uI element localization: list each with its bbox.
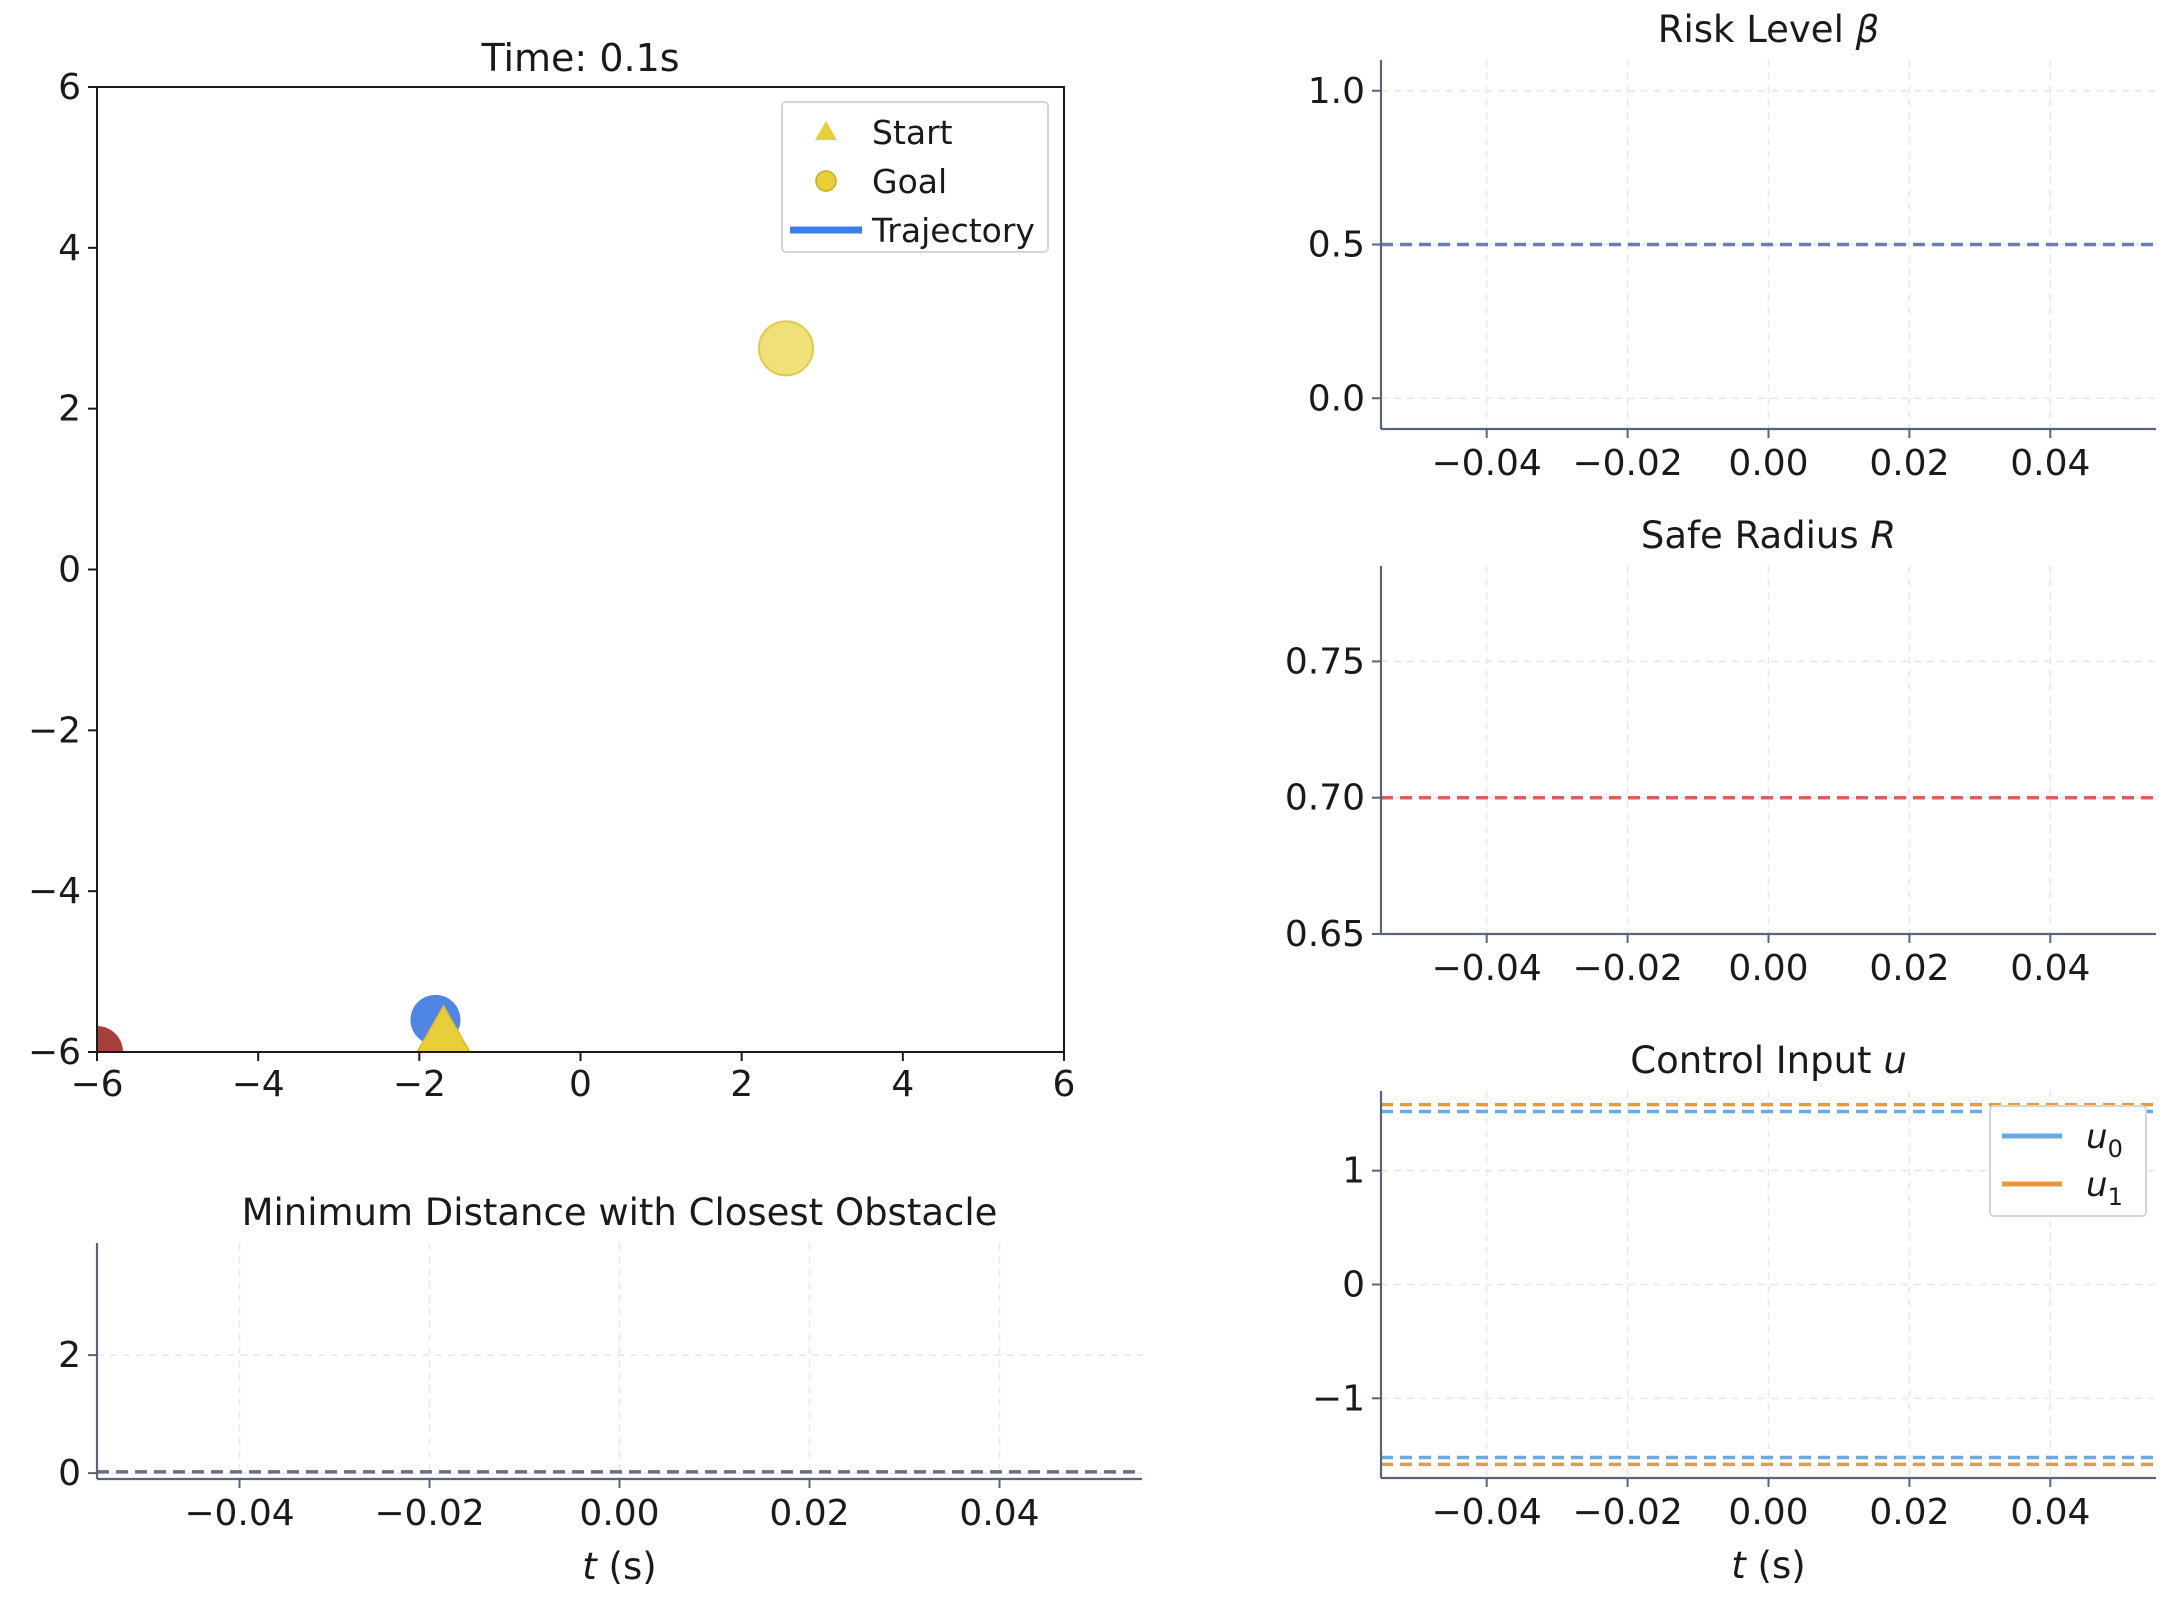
min_distance-title: Minimum Distance with Closest Obstacle (242, 1191, 998, 1234)
min_distance-xtick-label: −0.02 (374, 1493, 484, 1534)
trajectory-xtick-label: −4 (232, 1064, 285, 1105)
trajectory-ytick-label: 0 (58, 550, 81, 591)
min_distance-xtick-label: 0.00 (579, 1493, 659, 1534)
trajectory-xtick-label: 2 (730, 1064, 753, 1105)
trajectory-title: Time: 0.1s (480, 36, 679, 80)
safe_radius-title: Safe Radius R (1641, 514, 1896, 557)
trajectory-xtick-label: 6 (1053, 1064, 1076, 1105)
trajectory-xtick-label: −6 (70, 1064, 123, 1105)
safe_radius-xtick-label: −0.04 (1432, 948, 1542, 989)
risk_level-title: Risk Level β (1658, 8, 1880, 51)
control_input-ytick-label: 0 (1342, 1265, 1365, 1306)
point-obstacle (97, 1026, 123, 1052)
safe_radius-xtick-label: 0.02 (1869, 948, 1949, 989)
trajectory-xtick-label: 4 (891, 1064, 914, 1105)
risk_level-xtick-label: 0.00 (1728, 443, 1808, 484)
min_distance-xtick-label: 0.02 (769, 1493, 849, 1534)
risk_level-ytick-label: 0.0 (1308, 378, 1365, 419)
legend-goal-marker (815, 170, 837, 192)
control_input-title: Control Input u (1630, 1039, 1907, 1082)
safe_radius-ytick-label: 0.65 (1285, 914, 1365, 955)
control_input-xtick-label: 0.04 (2010, 1492, 2090, 1533)
trajectory-xtick-label: −2 (393, 1064, 446, 1105)
safe_radius-ytick-label: 0.70 (1285, 778, 1365, 819)
trajectory-ytick-label: 4 (58, 228, 81, 269)
control_input-legend-label: u0 (2086, 1117, 2123, 1163)
risk_level-xtick-label: 0.02 (1869, 443, 1949, 484)
safe_radius-xtick-label: 0.04 (2010, 948, 2090, 989)
trajectory-ytick-label: 6 (58, 67, 81, 108)
safe_radius-xtick-label: 0.00 (1728, 948, 1808, 989)
trajectory-ytick-label: −2 (28, 710, 81, 751)
trajectory-plot-area (97, 320, 814, 1052)
risk_level-xtick-label: 0.04 (2010, 443, 2090, 484)
trajectory-legend-box (781, 101, 1049, 253)
risk_level-ytick-label: 0.5 (1308, 225, 1365, 266)
trajectory-legend-label: Goal (872, 162, 947, 201)
min_distance-xtick-label: 0.04 (959, 1493, 1039, 1534)
trajectory-ytick-label: −6 (28, 1032, 81, 1073)
trajectory-ytick-label: −4 (28, 871, 81, 912)
trajectory-ytick-label: 2 (58, 389, 81, 430)
risk_level-xtick-label: −0.04 (1432, 443, 1542, 484)
control_input-xlabel: t (s) (1731, 1544, 1805, 1587)
control_input-ytick-label: −1 (1312, 1378, 1365, 1419)
safe_radius-ytick-label: 0.75 (1285, 641, 1365, 682)
min_distance-ytick-label: 2 (58, 1335, 81, 1376)
min_distance-xtick-label: −0.04 (184, 1493, 294, 1534)
point-goal (757, 320, 814, 377)
min_distance-ytick-label: 0 (58, 1453, 81, 1494)
control_input-xtick-label: 0.00 (1728, 1492, 1808, 1533)
trajectory-xtick-label: 0 (569, 1064, 592, 1105)
control_input-ytick-label: 1 (1342, 1151, 1365, 1192)
risk_level-ytick-label: 1.0 (1308, 71, 1365, 112)
legend-start-marker (815, 121, 837, 140)
control_input-xtick-label: −0.04 (1432, 1492, 1542, 1533)
control_input-xtick-label: 0.02 (1869, 1492, 1949, 1533)
min_distance-xlabel: t (s) (582, 1545, 656, 1588)
trajectory-legend-label: Trajectory (871, 211, 1035, 250)
control_input-legend-label: u1 (2086, 1165, 2123, 1211)
risk_level-xtick-label: −0.02 (1572, 443, 1682, 484)
control_input-xtick-label: −0.02 (1572, 1492, 1682, 1533)
safe_radius-xtick-label: −0.02 (1572, 948, 1682, 989)
trajectory-legend-label: Start (872, 113, 953, 152)
